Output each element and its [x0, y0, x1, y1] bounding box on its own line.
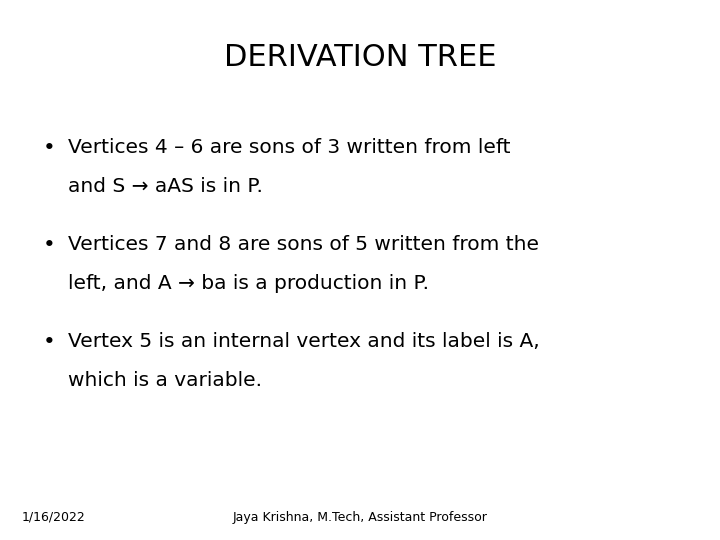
Text: Jaya Krishna, M.Tech, Assistant Professor: Jaya Krishna, M.Tech, Assistant Professo…	[233, 511, 487, 524]
Text: DERIVATION TREE: DERIVATION TREE	[224, 43, 496, 72]
Text: Vertex 5 is an internal vertex and its label is A,: Vertex 5 is an internal vertex and its l…	[68, 332, 540, 351]
Text: •: •	[42, 138, 55, 158]
Text: 1/16/2022: 1/16/2022	[22, 511, 86, 524]
Text: and S → aAS is in P.: and S → aAS is in P.	[68, 177, 264, 195]
Text: Vertices 4 – 6 are sons of 3 written from left: Vertices 4 – 6 are sons of 3 written fro…	[68, 138, 511, 157]
Text: Vertices 7 and 8 are sons of 5 written from the: Vertices 7 and 8 are sons of 5 written f…	[68, 235, 539, 254]
Text: •: •	[42, 332, 55, 352]
Text: which is a variable.: which is a variable.	[68, 371, 262, 390]
Text: left, and A → ba is a production in P.: left, and A → ba is a production in P.	[68, 274, 429, 293]
Text: •: •	[42, 235, 55, 255]
